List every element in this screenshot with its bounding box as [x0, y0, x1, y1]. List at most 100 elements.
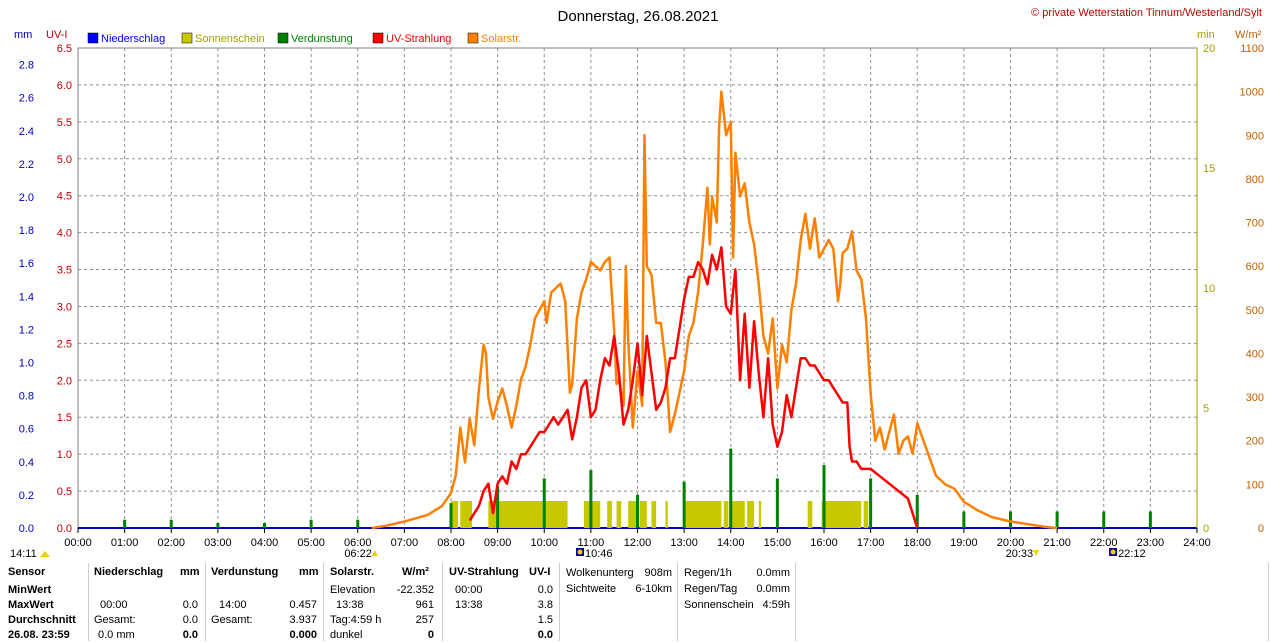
- cloud-base-value: 908m: [644, 567, 672, 579]
- x-tick-label: 07:00: [391, 537, 419, 549]
- wm2-tick-label: 500: [1246, 305, 1264, 317]
- solar-last-value: 0: [427, 629, 434, 641]
- solar-elevation-label: Elevation: [330, 584, 376, 596]
- mm-tick-label: 2.2: [19, 159, 34, 171]
- visibility-value: 6-10km: [635, 583, 672, 595]
- x-tick-label: 04:00: [251, 537, 279, 549]
- x-tick-label: 11:00: [578, 537, 605, 549]
- axis-ticks: 0.0 0.2 0.4 0.6 0.8 1.0 1.2 1.4 1.6 1.8 2.0 2.2 2.4 2…: [19, 43, 1264, 549]
- niederschlag-last-text: 0.0 mm: [98, 629, 135, 641]
- mm-tick-label: 1.6: [19, 258, 34, 270]
- verdunstung-max-value: 0.457: [289, 599, 317, 611]
- x-tick-label: 23:00: [1137, 537, 1165, 549]
- solar-elevation-value: -22.352: [396, 584, 434, 596]
- evaporation-bar: [775, 478, 779, 528]
- cloud-base-label: Wolkenunterg: [566, 567, 634, 579]
- wm2-tick-label: 700: [1246, 218, 1264, 230]
- uv-tick-label: 1.5: [57, 412, 72, 424]
- x-tick-label: 20:00: [997, 537, 1025, 549]
- sunset-icon: [1033, 550, 1040, 556]
- evaporation-bar: [1009, 511, 1012, 528]
- x-tick-label: 03:00: [204, 537, 232, 549]
- moon-icon: [577, 549, 583, 555]
- evaporation-bar: [123, 519, 127, 528]
- niederschlag-unit: mm: [180, 566, 200, 578]
- wm2-tick-label: 800: [1246, 174, 1264, 186]
- chart-title: Donnerstag, 26.08.2021: [558, 8, 719, 25]
- evaporation-bar: [496, 486, 500, 528]
- moonset-label: 22:12: [1118, 548, 1146, 560]
- rain-hour-value: 0.0mm: [756, 567, 790, 579]
- mm-tick-label: 0.2: [19, 490, 34, 502]
- mm-tick-label: 2.6: [19, 93, 34, 105]
- evaporation-bar: [822, 465, 826, 528]
- sunshine-bar: [758, 501, 762, 528]
- uv-tick-label: 3.5: [57, 265, 72, 277]
- niederschlag-total-label: Gesamt:: [94, 614, 136, 626]
- mm-tick-label: 2.8: [19, 60, 34, 72]
- mm-tick-label: 1.2: [19, 324, 34, 336]
- uv-tick-label: 0.0: [57, 523, 72, 535]
- row-max-label: MaxWert: [8, 599, 54, 611]
- rain-day-value: 0.0mm: [756, 583, 790, 595]
- sunshine-bar: [730, 501, 745, 528]
- legend-label: Sonnenschein: [195, 33, 265, 45]
- sunshine-bar: [651, 501, 657, 528]
- solar-dark-label: dunkel: [330, 629, 363, 641]
- visibility-label: Sichtweite: [566, 583, 617, 595]
- sunshine-bar: [451, 501, 458, 528]
- sunshine-bar: [821, 501, 862, 528]
- legend-label: Verdunstung: [291, 33, 353, 45]
- x-tick-label: 05:00: [297, 537, 325, 549]
- x-tick-label: 02:00: [157, 537, 185, 549]
- mm-tick-label: 1.8: [19, 225, 34, 237]
- verdunstung-unit: mm: [299, 566, 319, 578]
- evaporation-bar: [962, 511, 966, 528]
- x-tick-label: 24:00: [1183, 537, 1211, 549]
- mm-tick-label: 0.4: [19, 457, 34, 469]
- legend-label: Niederschlag: [101, 33, 165, 45]
- evaporation-bar: [216, 523, 220, 528]
- solar-max-value: 961: [415, 599, 434, 611]
- wm2-tick-label: 100: [1246, 479, 1264, 491]
- x-tick-label: 18:00: [903, 537, 931, 549]
- solar-avg-value: 257: [415, 614, 434, 626]
- uv-unit-label: UV-I: [46, 29, 67, 41]
- mm-tick-label: 0.0: [19, 523, 34, 535]
- sunshine-bar: [747, 501, 755, 528]
- niederschlag-total-value: 0.0: [182, 614, 198, 626]
- evaporation-bar: [589, 470, 593, 528]
- uv-avg-value: 1.5: [537, 614, 553, 626]
- uv-max-time: 13:38: [455, 599, 483, 611]
- uv-radiation-line: [468, 246, 919, 529]
- uv-tick-label: 2.5: [57, 338, 72, 350]
- evaporation-bar: [542, 478, 546, 528]
- cloud-column: Wolkenunterg 908m Sichtweite 6-10km: [566, 563, 672, 641]
- solar-column: Solarstr. W/m² Elevation -22.352 13:38 9…: [330, 563, 440, 641]
- x-tick-label: 09:00: [484, 537, 512, 549]
- uv-max-value: 3.8: [537, 599, 553, 611]
- row-min-label: MinWert: [8, 584, 52, 596]
- evaporation-bar: [356, 519, 360, 528]
- wm2-tick-label: 1000: [1240, 87, 1264, 99]
- mm-unit-label: mm: [14, 29, 32, 41]
- sunshine-bar: [488, 501, 568, 528]
- x-tick-label: 19:00: [950, 537, 978, 549]
- x-tick-label: 06:00: [344, 537, 372, 549]
- verdunstung-header: Verdunstung: [211, 566, 279, 578]
- sunshine-bar: [665, 501, 668, 528]
- sun-moon-markers: 14:11 06:22 20:33 10:46 22:12: [10, 548, 1146, 560]
- evaporation-bar: [915, 494, 919, 528]
- min-unit-label: min: [1197, 29, 1215, 41]
- evaporation-bar: [169, 519, 173, 528]
- uv-tick-label: 1.0: [57, 449, 72, 461]
- uv-last-value: 0.0: [537, 629, 553, 641]
- niederschlag-max-value: 0.0: [182, 599, 198, 611]
- min-tick-label: 0: [1203, 523, 1209, 535]
- sunshine-bar: [616, 501, 622, 528]
- legend: Niederschlag Sonnenschein Verdunstung UV-St…: [87, 32, 521, 45]
- moon-icon: [1110, 549, 1116, 555]
- rain-sun-column: Regen/1h 0.0mm Regen/Tag 0.0mm Sonnensch…: [684, 563, 790, 641]
- verdunstung-last-value: 0.000: [289, 629, 317, 641]
